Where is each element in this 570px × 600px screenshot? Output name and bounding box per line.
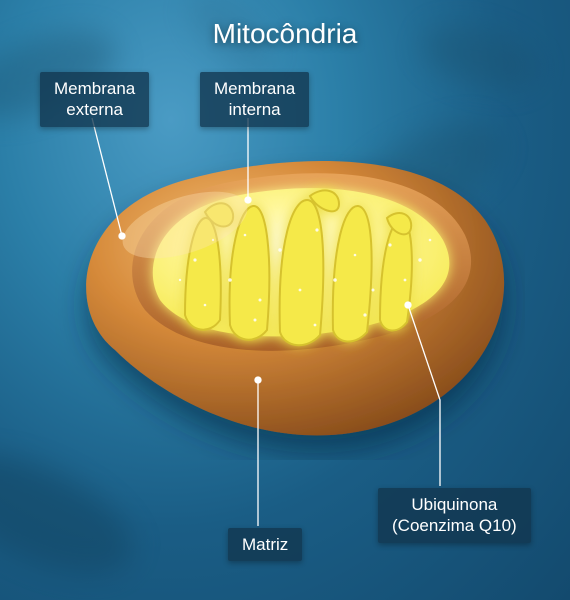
label-text: Membrana — [54, 79, 135, 98]
label-text: interna — [229, 100, 281, 119]
label-text: Matriz — [242, 535, 288, 554]
bg-blob — [415, 15, 545, 99]
label-text: Membrana — [214, 79, 295, 98]
label-text: (Coenzima Q10) — [392, 516, 517, 535]
mitochondrion-svg — [55, 140, 525, 460]
mitochondrion-diagram — [55, 140, 525, 460]
label-text: externa — [66, 100, 123, 119]
label-ubiquinona: Ubiquinona (Coenzima Q10) — [378, 488, 531, 543]
label-text: Ubiquinona — [411, 495, 497, 514]
label-membrana-externa: Membrana externa — [40, 72, 149, 127]
label-matriz: Matriz — [228, 528, 302, 561]
page-title: Mitocôndria — [213, 18, 358, 50]
label-membrana-interna: Membrana interna — [200, 72, 309, 127]
